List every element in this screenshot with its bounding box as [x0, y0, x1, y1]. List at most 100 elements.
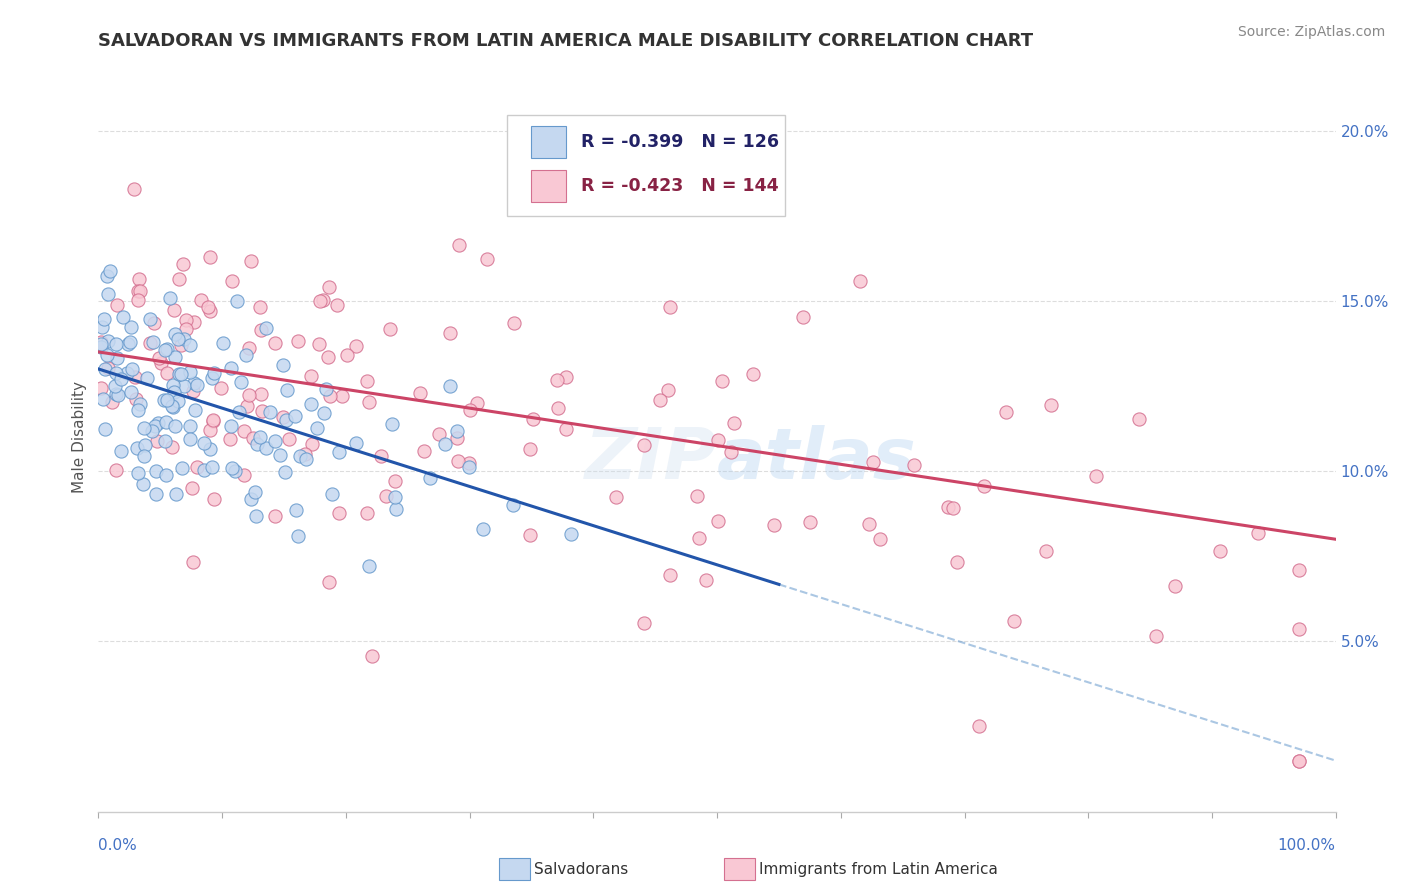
Point: [197, 300, 219, 314]
Point: [202, 491, 225, 506]
Point: [105, 387, 128, 401]
Point: [849, 275, 872, 289]
Point: [560, 527, 582, 541]
Point: [457, 456, 479, 470]
Point: [380, 417, 402, 431]
Point: [384, 474, 406, 488]
Point: [96, 348, 118, 362]
Point: [179, 337, 201, 351]
Point: [328, 507, 350, 521]
Point: [120, 384, 142, 399]
Point: [858, 516, 880, 531]
Point: [328, 445, 350, 459]
Point: [236, 399, 259, 413]
Point: [221, 361, 243, 376]
Point: [163, 327, 186, 342]
Point: [90, 381, 112, 395]
Point: [201, 415, 224, 429]
Point: [104, 463, 127, 477]
Text: atlas: atlas: [717, 425, 917, 494]
Point: [792, 310, 814, 325]
Point: [254, 441, 277, 455]
Point: [156, 343, 179, 357]
Point: [97, 361, 120, 376]
Point: [153, 434, 176, 448]
Point: [97, 334, 120, 348]
Point: [118, 334, 141, 349]
Point: [134, 438, 156, 452]
Point: [973, 478, 995, 492]
Point: [287, 334, 309, 349]
Point: [446, 424, 468, 438]
Point: [720, 445, 742, 459]
Point: [1247, 525, 1270, 540]
Point: [1209, 544, 1232, 558]
Point: [124, 370, 146, 384]
Point: [145, 464, 167, 478]
Point: [723, 416, 745, 430]
Point: [127, 467, 149, 481]
Point: [413, 444, 436, 458]
Point: [370, 450, 392, 464]
Text: Immigrants from Latin America: Immigrants from Latin America: [759, 862, 998, 877]
Point: [1288, 754, 1310, 768]
Point: [115, 366, 138, 380]
Point: [325, 298, 347, 312]
Point: [141, 424, 163, 438]
Point: [264, 509, 287, 524]
Text: 0.0%: 0.0%: [98, 838, 138, 853]
Point: [502, 498, 524, 512]
Point: [249, 430, 271, 444]
Point: [138, 336, 160, 351]
Point: [458, 402, 481, 417]
Point: [287, 529, 309, 543]
Point: [942, 500, 965, 515]
Point: [201, 459, 224, 474]
Point: [209, 381, 232, 395]
Point: [129, 396, 152, 410]
Point: [710, 374, 733, 388]
Point: [278, 432, 301, 446]
Point: [361, 648, 384, 663]
Point: [427, 426, 450, 441]
FancyBboxPatch shape: [506, 115, 785, 216]
Point: [193, 463, 215, 477]
Point: [107, 388, 129, 402]
Point: [179, 419, 201, 434]
Point: [1144, 629, 1167, 643]
Point: [316, 350, 339, 364]
Point: [212, 335, 235, 350]
Point: [1084, 469, 1107, 483]
Point: [143, 418, 166, 433]
Point: [246, 437, 269, 451]
Point: [357, 395, 380, 409]
Point: [659, 300, 682, 314]
Point: [249, 300, 271, 314]
Point: [312, 406, 335, 420]
Point: [162, 378, 184, 392]
Point: [385, 502, 408, 516]
Point: [945, 555, 967, 569]
Point: [146, 416, 169, 430]
Point: [146, 434, 169, 449]
Point: [186, 377, 208, 392]
Text: Salvadorans: Salvadorans: [534, 862, 628, 877]
Point: [245, 509, 267, 524]
Point: [249, 386, 271, 401]
Point: [686, 489, 709, 503]
Point: [202, 367, 225, 381]
Text: 100.0%: 100.0%: [1278, 838, 1336, 853]
Point: [384, 490, 406, 504]
Point: [330, 389, 353, 403]
Point: [1288, 563, 1310, 577]
Point: [201, 371, 224, 385]
Point: [219, 419, 242, 434]
Point: [315, 382, 337, 396]
Point: [1039, 398, 1062, 412]
Point: [284, 503, 307, 517]
Point: [321, 487, 343, 501]
Point: [633, 438, 655, 452]
Point: [707, 514, 730, 528]
Point: [235, 348, 257, 362]
Point: [100, 264, 122, 278]
